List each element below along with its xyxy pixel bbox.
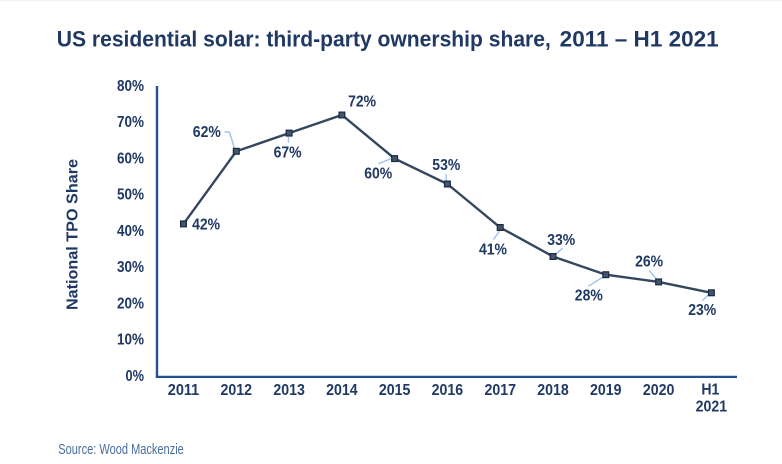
svg-text:2021: 2021 — [696, 399, 728, 416]
svg-text:62%: 62% — [193, 124, 221, 141]
svg-text:National TPO Share: National TPO Share — [65, 159, 82, 310]
svg-text:2011: 2011 — [168, 382, 200, 399]
svg-text:Source: Wood Mackenzie: Source: Wood Mackenzie — [58, 442, 183, 458]
svg-text:H1: H1 — [701, 382, 719, 399]
svg-text:80%: 80% — [117, 78, 144, 95]
svg-text:2014: 2014 — [326, 382, 358, 399]
svg-text:2012: 2012 — [221, 382, 253, 399]
svg-text:26%: 26% — [635, 253, 663, 270]
svg-text:72%: 72% — [348, 94, 376, 111]
svg-text:30%: 30% — [117, 259, 144, 276]
svg-text:23%: 23% — [688, 302, 716, 319]
svg-text:2019: 2019 — [590, 382, 622, 399]
svg-text:60%: 60% — [117, 150, 144, 167]
svg-text:2020: 2020 — [643, 382, 675, 399]
svg-text:2016: 2016 — [432, 382, 464, 399]
svg-text:US residential solar: third-pa: US residential solar: third-party owners… — [57, 27, 719, 52]
svg-text:33%: 33% — [547, 232, 575, 249]
svg-text:2018: 2018 — [537, 382, 569, 399]
svg-text:67%: 67% — [274, 144, 302, 161]
svg-text:60%: 60% — [364, 165, 392, 182]
svg-text:40%: 40% — [117, 223, 144, 240]
svg-text:41%: 41% — [479, 242, 507, 259]
svg-text:53%: 53% — [432, 157, 460, 174]
svg-text:20%: 20% — [117, 295, 144, 312]
svg-text:2017: 2017 — [484, 382, 516, 399]
svg-text:2015: 2015 — [379, 382, 411, 399]
svg-text:0%: 0% — [126, 368, 145, 385]
svg-text:2013: 2013 — [273, 382, 305, 399]
svg-text:70%: 70% — [117, 114, 144, 131]
svg-text:50%: 50% — [117, 187, 144, 204]
svg-text:10%: 10% — [117, 332, 144, 349]
svg-text:28%: 28% — [575, 288, 603, 305]
svg-text:42%: 42% — [192, 217, 220, 234]
